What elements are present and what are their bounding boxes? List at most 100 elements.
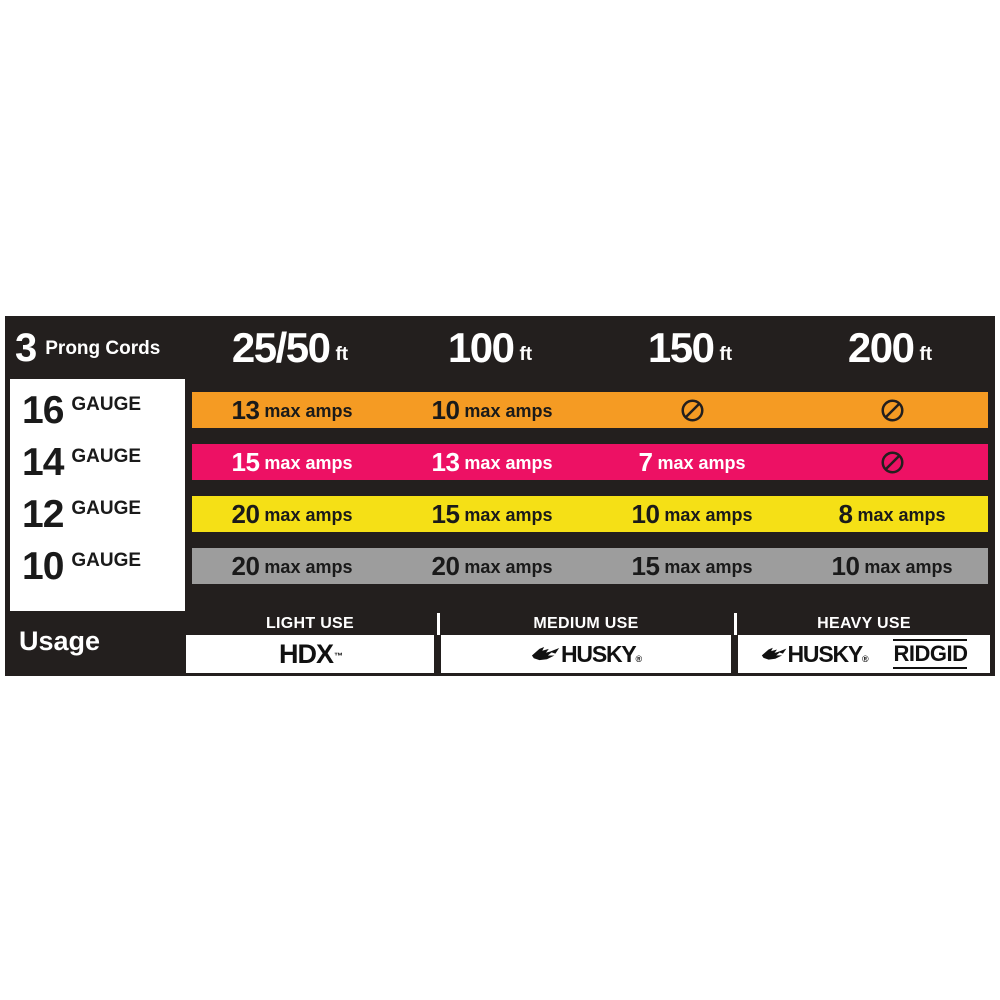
amp-label: max amps	[264, 504, 353, 525]
length-unit: ft	[919, 343, 933, 365]
usage-heading-medium: MEDIUM USE	[533, 615, 639, 632]
usage-row: Usage LIGHT USE HDX™ MEDIUM USE HUSKY ®	[5, 611, 995, 676]
gauge-word: GAUGE	[71, 498, 142, 519]
gauge-number: 16	[22, 388, 64, 432]
amp-label: max amps	[264, 400, 353, 421]
column-header-150ft: 150 ft	[590, 316, 790, 379]
amp-cell-12g-200ft: 8 max amps	[792, 496, 992, 532]
amp-value: 10	[831, 551, 860, 581]
prohibited-icon	[680, 398, 704, 422]
amp-cell-14g-25-50ft: 15 max amps	[192, 444, 392, 480]
gauge-number: 10	[22, 544, 64, 588]
extension-cord-amperage-chart: 3 Prong Cords 25/50 ft 100 ft 150 ft 200…	[5, 316, 995, 676]
column-header-200ft: 200 ft	[790, 316, 990, 379]
husky-dog-icon	[531, 646, 560, 660]
amp-cell-10g-100ft: 20 max amps	[392, 548, 592, 584]
amp-cell-16g-200ft	[792, 392, 992, 428]
usage-group-medium: MEDIUM USE HUSKY ®	[441, 613, 731, 673]
length-value: 150	[647, 323, 715, 371]
amp-cell-14g-200ft	[792, 444, 992, 480]
prohibited-icon	[880, 450, 904, 474]
amp-bar-12-gauge: 20 max amps 15 max amps 10 max amps 8 ma…	[190, 494, 990, 534]
amp-value: 20	[431, 551, 460, 581]
hdx-logo-text: HDX	[278, 638, 334, 669]
gauge-label-panel: 16 GAUGE 14 GAUGE 12 GAUGE 10 GAUGE	[10, 379, 185, 611]
amp-label: max amps	[264, 452, 353, 473]
amp-label: max amps	[864, 556, 953, 577]
usage-title: Usage	[19, 625, 101, 656]
length-value: 200	[847, 323, 915, 371]
amp-value: 15	[631, 551, 660, 581]
usage-group-light: LIGHT USE HDX™	[186, 613, 434, 673]
husky-logo-text: HUSKY	[787, 640, 864, 667]
trademark-mark: ™	[334, 650, 343, 661]
husky-logo: HUSKY ®	[761, 640, 869, 668]
amp-cell-10g-200ft: 10 max amps	[792, 548, 992, 584]
amp-cell-16g-25-50ft: 13 max amps	[192, 392, 392, 428]
amp-cell-16g-100ft: 10 max amps	[392, 392, 592, 428]
amp-label: max amps	[464, 504, 553, 525]
husky-logo: HUSKY ®	[531, 640, 642, 668]
registered-mark: ®	[862, 654, 869, 664]
amp-label: max amps	[464, 400, 553, 421]
amp-label: max amps	[664, 556, 753, 577]
amp-label: max amps	[657, 452, 746, 473]
amp-cell-10g-150ft: 15 max amps	[592, 548, 792, 584]
usage-divider-1	[437, 613, 440, 635]
usage-group-heavy: HEAVY USE HUSKY ® RIDGID	[738, 613, 990, 673]
amp-cell-14g-150ft: 7 max amps	[592, 444, 792, 480]
usage-brand-box-medium: HUSKY ®	[441, 635, 731, 673]
usage-brand-box-heavy: HUSKY ® RIDGID	[738, 635, 990, 673]
gauge-label-10: 10 GAUGE	[10, 540, 185, 592]
usage-brand-box-light: HDX™	[186, 635, 434, 673]
amp-cell-10g-25-50ft: 20 max amps	[192, 548, 392, 584]
length-unit: ft	[519, 343, 533, 365]
gauge-word: GAUGE	[71, 446, 142, 467]
usage-divider-2	[734, 613, 737, 635]
hdx-logo: HDX™	[278, 638, 343, 670]
gauge-label-12: 12 GAUGE	[10, 488, 185, 540]
column-header-25-50ft: 25/50 ft	[190, 316, 390, 379]
amp-cell-12g-150ft: 10 max amps	[592, 496, 792, 532]
amp-label: max amps	[264, 556, 353, 577]
amp-bar-14-gauge: 15 max amps 13 max amps 7 max amps	[190, 442, 990, 482]
amp-value: 15	[231, 447, 260, 477]
usage-heading-light: LIGHT USE	[265, 615, 355, 632]
prohibited-icon	[880, 398, 904, 422]
amp-bar-10-gauge: 20 max amps 20 max amps 15 max amps 10 m…	[190, 546, 990, 586]
amp-value: 13	[431, 447, 460, 477]
amp-cell-16g-150ft	[592, 392, 792, 428]
chart-body: 16 GAUGE 14 GAUGE 12 GAUGE 10 GAUGE 13 m…	[5, 379, 995, 611]
gauge-label-16: 16 GAUGE	[10, 384, 185, 436]
ridgid-logo: RIDGID	[893, 639, 968, 669]
amp-value: 20	[231, 551, 260, 581]
column-header-100ft: 100 ft	[390, 316, 590, 379]
amp-value: 10	[431, 395, 460, 425]
length-unit: ft	[335, 343, 349, 365]
gauge-label-14: 14 GAUGE	[10, 436, 185, 488]
amp-value: 13	[231, 395, 260, 425]
husky-logo-text: HUSKY	[561, 640, 637, 667]
amp-value: 8	[838, 499, 853, 529]
gauge-word: GAUGE	[71, 394, 142, 415]
prong-label: Prong Cords	[45, 337, 161, 359]
usage-heading-heavy: HEAVY USE	[817, 615, 911, 632]
amp-label: max amps	[857, 504, 946, 525]
amp-cell-14g-100ft: 13 max amps	[392, 444, 592, 480]
gauge-word: GAUGE	[71, 550, 142, 571]
amp-label: max amps	[664, 504, 753, 525]
length-value: 100	[447, 323, 515, 371]
amp-label: max amps	[464, 556, 553, 577]
amp-cell-12g-25-50ft: 20 max amps	[192, 496, 392, 532]
husky-dog-icon	[761, 647, 786, 660]
length-value: 25/50	[231, 323, 331, 371]
length-unit: ft	[719, 343, 733, 365]
amp-value: 15	[431, 499, 460, 529]
chart-title: 3 Prong Cords	[15, 316, 185, 379]
amp-bar-16-gauge: 13 max amps 10 max amps	[190, 390, 990, 430]
amp-label: max amps	[464, 452, 553, 473]
amp-value: 7	[638, 447, 653, 477]
chart-header-row: 3 Prong Cords 25/50 ft 100 ft 150 ft 200…	[5, 316, 995, 379]
gauge-number: 14	[22, 440, 64, 484]
amp-value: 20	[231, 499, 260, 529]
